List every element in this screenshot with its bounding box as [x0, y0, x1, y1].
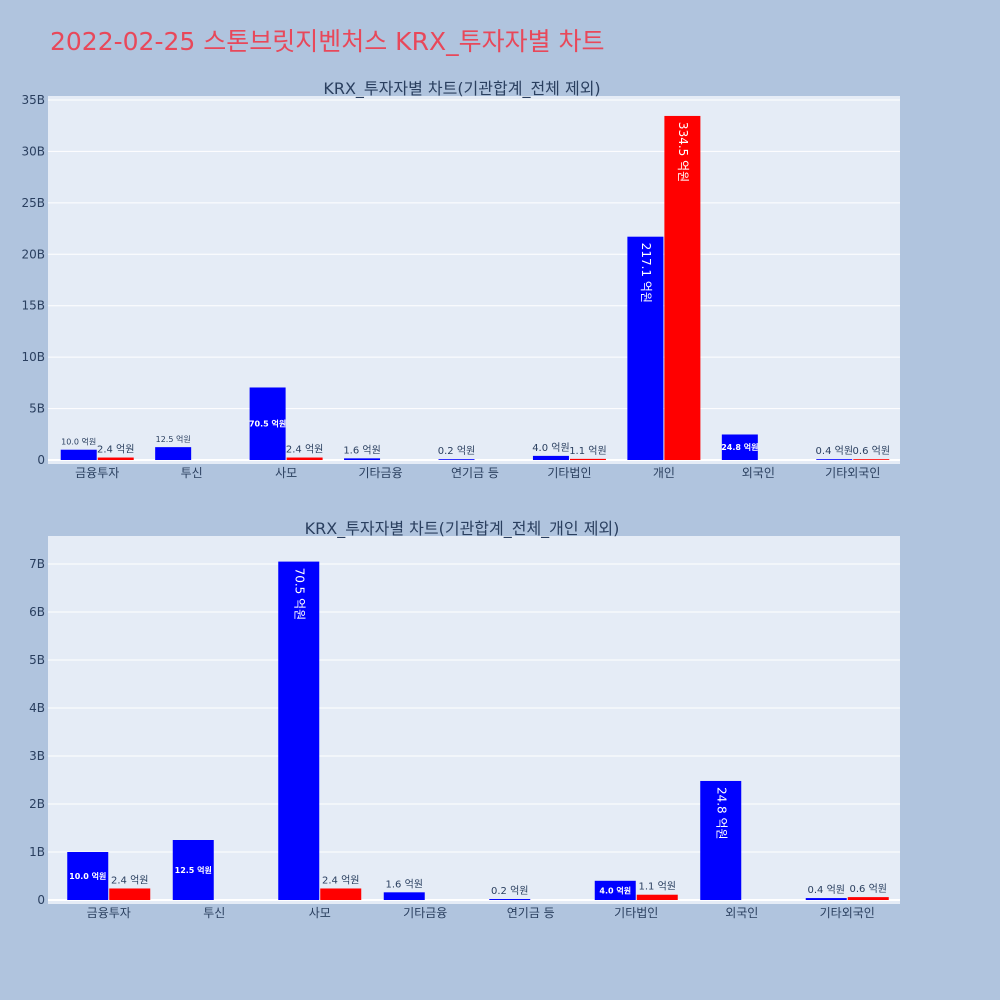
bar: [721, 434, 758, 460]
x-tick-label: 사모: [309, 906, 331, 920]
bar: [636, 894, 678, 900]
data-label: 2.4 억원: [97, 444, 134, 456]
data-label: 2.4 억원: [322, 874, 359, 886]
chart-2: 0 1B 2B 3B 4B 5B 6B 7B KRX_투자자별 차트(기관합계_전체_개인 제외…: [29, 519, 900, 920]
data-label: 12.5 억원: [156, 434, 191, 444]
data-label: 217.1 억원: [639, 243, 653, 303]
bar: [383, 892, 425, 900]
x-tick-label: 투신: [203, 906, 225, 920]
data-label: 12.5 억원: [175, 865, 212, 875]
y-tick-label: 35B: [21, 93, 45, 107]
y-tick-label: 10B: [21, 350, 45, 364]
bar: [109, 888, 151, 900]
y-tick-label: 20B: [21, 247, 45, 261]
x-tick-label: 외국인: [742, 466, 775, 480]
bar: [594, 880, 636, 900]
x-tick-label: 투신: [181, 466, 203, 480]
data-label: 1.6 억원: [386, 878, 423, 890]
bar: [60, 449, 97, 460]
bar: [286, 457, 323, 460]
chart-1: 0 5B 10B 15B 20B 25B 30B 35B KRX_투자자별 차트(기관합계_전체…: [21, 79, 900, 480]
y-tick-label: 3B: [29, 749, 45, 763]
x-tick-label: 기타법인: [614, 906, 658, 920]
data-label: 4.0 억원: [532, 442, 569, 454]
data-label: 1.1 억원: [639, 881, 676, 893]
data-label: 0.2 억원: [438, 445, 475, 457]
x-tick-label: 기타법인: [547, 466, 591, 480]
subplot-title: KRX_투자자별 차트(기관합계_전체 제외): [323, 79, 600, 99]
x-tick-label: 기타외국인: [825, 466, 880, 480]
x-tick-label: 사모: [275, 466, 297, 480]
x-tick-label: 금융투자: [87, 906, 131, 920]
data-label: 0.4 억원: [808, 884, 845, 896]
data-label: 1.6 억원: [343, 444, 380, 456]
y-tick-label: 0: [37, 893, 45, 907]
bar: [569, 458, 606, 460]
x-tick-label: 기타금융: [403, 906, 447, 920]
y-tick-label: 1B: [29, 845, 45, 859]
bar: [664, 115, 701, 460]
data-label: 70.5 억원: [292, 568, 306, 621]
bar: [278, 561, 320, 900]
data-label: 10.0 억원: [69, 871, 106, 881]
page-title: 2022-02-25 스톤브릿지벤처스 KRX_투자자별 차트: [50, 27, 605, 56]
bar: [805, 898, 847, 900]
data-label: 24.8 억원: [721, 442, 758, 452]
bar: [344, 458, 381, 460]
data-label: 2.4 억원: [111, 874, 148, 886]
data-label: 24.8 억원: [714, 787, 728, 840]
y-tick-label: 4B: [29, 701, 45, 715]
x-tick-label: 연기금 등: [451, 466, 499, 480]
x-tick-label: 기타외국인: [820, 906, 875, 920]
y-tick-label: 5B: [29, 402, 45, 416]
y-tick-label: 15B: [21, 299, 45, 313]
subplot-title: KRX_투자자별 차트(기관합계_전체_개인 제외): [305, 519, 620, 539]
bar: [438, 459, 475, 460]
bar: [489, 899, 531, 900]
bar: [67, 852, 109, 900]
bar: [627, 236, 664, 460]
data-label: 2.4 억원: [286, 444, 323, 456]
data-label: 70.5 억원: [249, 419, 286, 429]
x-tick-label: 개인: [653, 466, 675, 480]
plot-area: [48, 96, 900, 464]
data-label: 0.2 억원: [491, 885, 528, 897]
bar: [532, 455, 569, 460]
x-tick-label: 외국인: [725, 906, 758, 920]
data-label: 10.0 억원: [61, 437, 96, 447]
y-tick-label: 6B: [29, 605, 45, 619]
bar: [847, 897, 889, 900]
x-tick-label: 연기금 등: [507, 906, 555, 920]
y-tick-label: 2B: [29, 797, 45, 811]
bar: [249, 387, 286, 460]
y-tick-label: 25B: [21, 196, 45, 210]
bar: [700, 780, 742, 900]
bar: [816, 459, 853, 460]
bar: [172, 840, 214, 900]
bar: [155, 447, 192, 460]
bar: [320, 888, 362, 900]
data-label: 1.1 억원: [569, 445, 606, 457]
data-label: 4.0 억원: [599, 885, 631, 895]
y-tick-label: 30B: [21, 144, 45, 158]
x-tick-label: 기타금융: [358, 466, 402, 480]
x-tick-label: 금융투자: [75, 466, 119, 480]
data-label: 0.6 억원: [853, 445, 890, 457]
bar: [97, 457, 134, 460]
y-tick-label: 5B: [29, 653, 45, 667]
data-label: 0.4 억원: [816, 445, 853, 457]
data-label: 0.6 억원: [850, 883, 887, 895]
bar: [853, 459, 890, 460]
y-tick-label: 0: [37, 453, 45, 467]
data-label: 334.5 억원: [676, 122, 690, 182]
y-tick-label: 7B: [29, 557, 45, 571]
